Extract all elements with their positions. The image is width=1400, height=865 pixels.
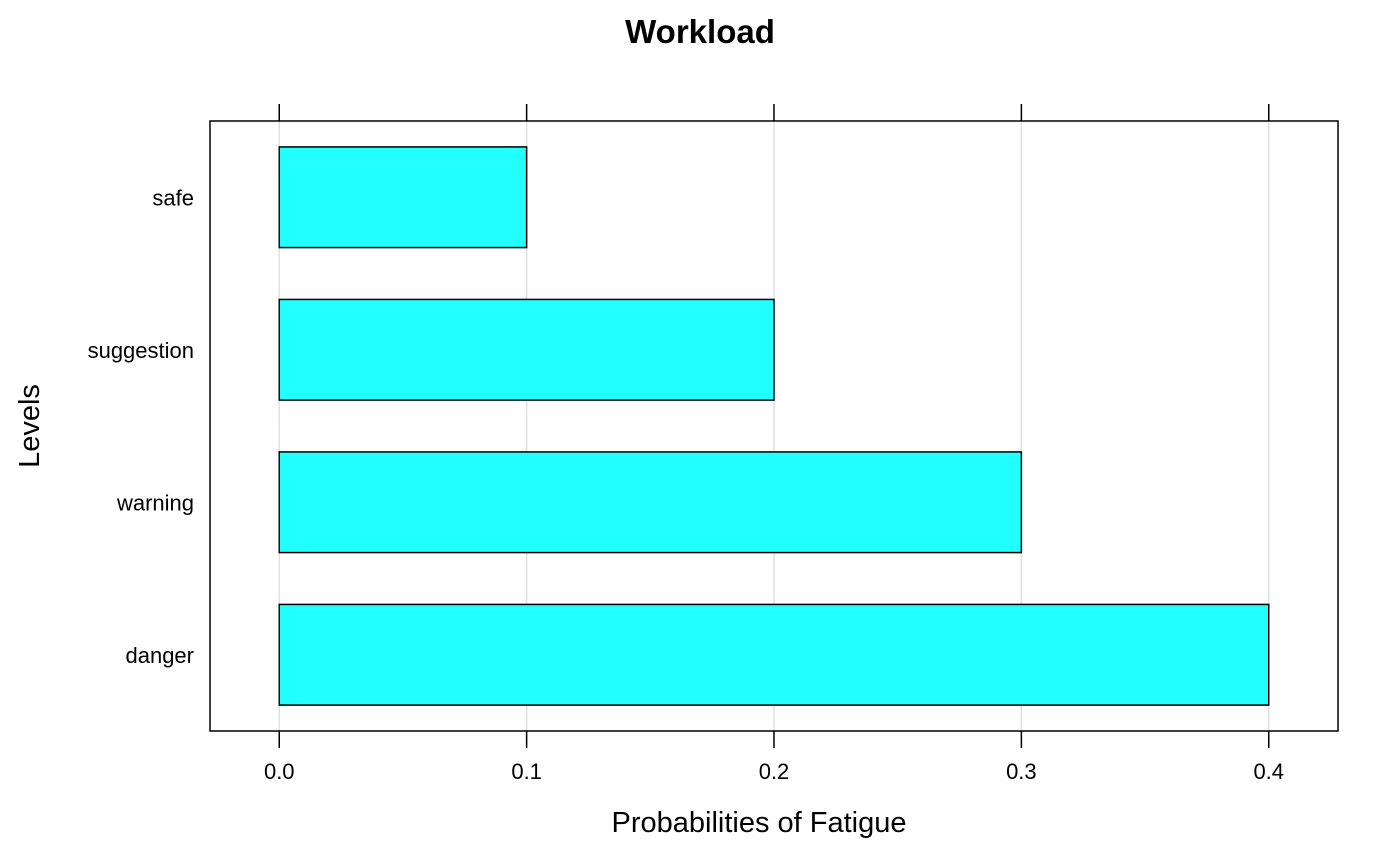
- y-tick-label: warning: [116, 490, 194, 515]
- x-tick-label: 0.2: [759, 759, 790, 784]
- bar-warning: [278, 451, 1023, 554]
- y-tick-label: safe: [152, 185, 194, 210]
- x-tick-label: 0.3: [1006, 759, 1037, 784]
- y-axis-ticks: safe suggestion warning danger: [88, 185, 194, 668]
- x-axis-label: Probabilities of Fatigue: [612, 807, 907, 839]
- y-axis-label: Levels: [14, 384, 46, 468]
- bar-suggestion: [278, 298, 775, 401]
- x-axis-ticks: 0.0 0.1 0.2 0.3 0.4: [264, 104, 1284, 784]
- chart-title: Workload: [625, 13, 775, 50]
- bars: [278, 146, 1270, 706]
- x-tick-label: 0.4: [1253, 759, 1284, 784]
- bar-danger: [278, 603, 1270, 706]
- bar-safe: [278, 146, 528, 249]
- x-tick-label: 0.1: [511, 759, 542, 784]
- y-tick-label: danger: [125, 643, 194, 668]
- y-tick-label: suggestion: [88, 338, 194, 363]
- x-tick-label: 0.0: [264, 759, 295, 784]
